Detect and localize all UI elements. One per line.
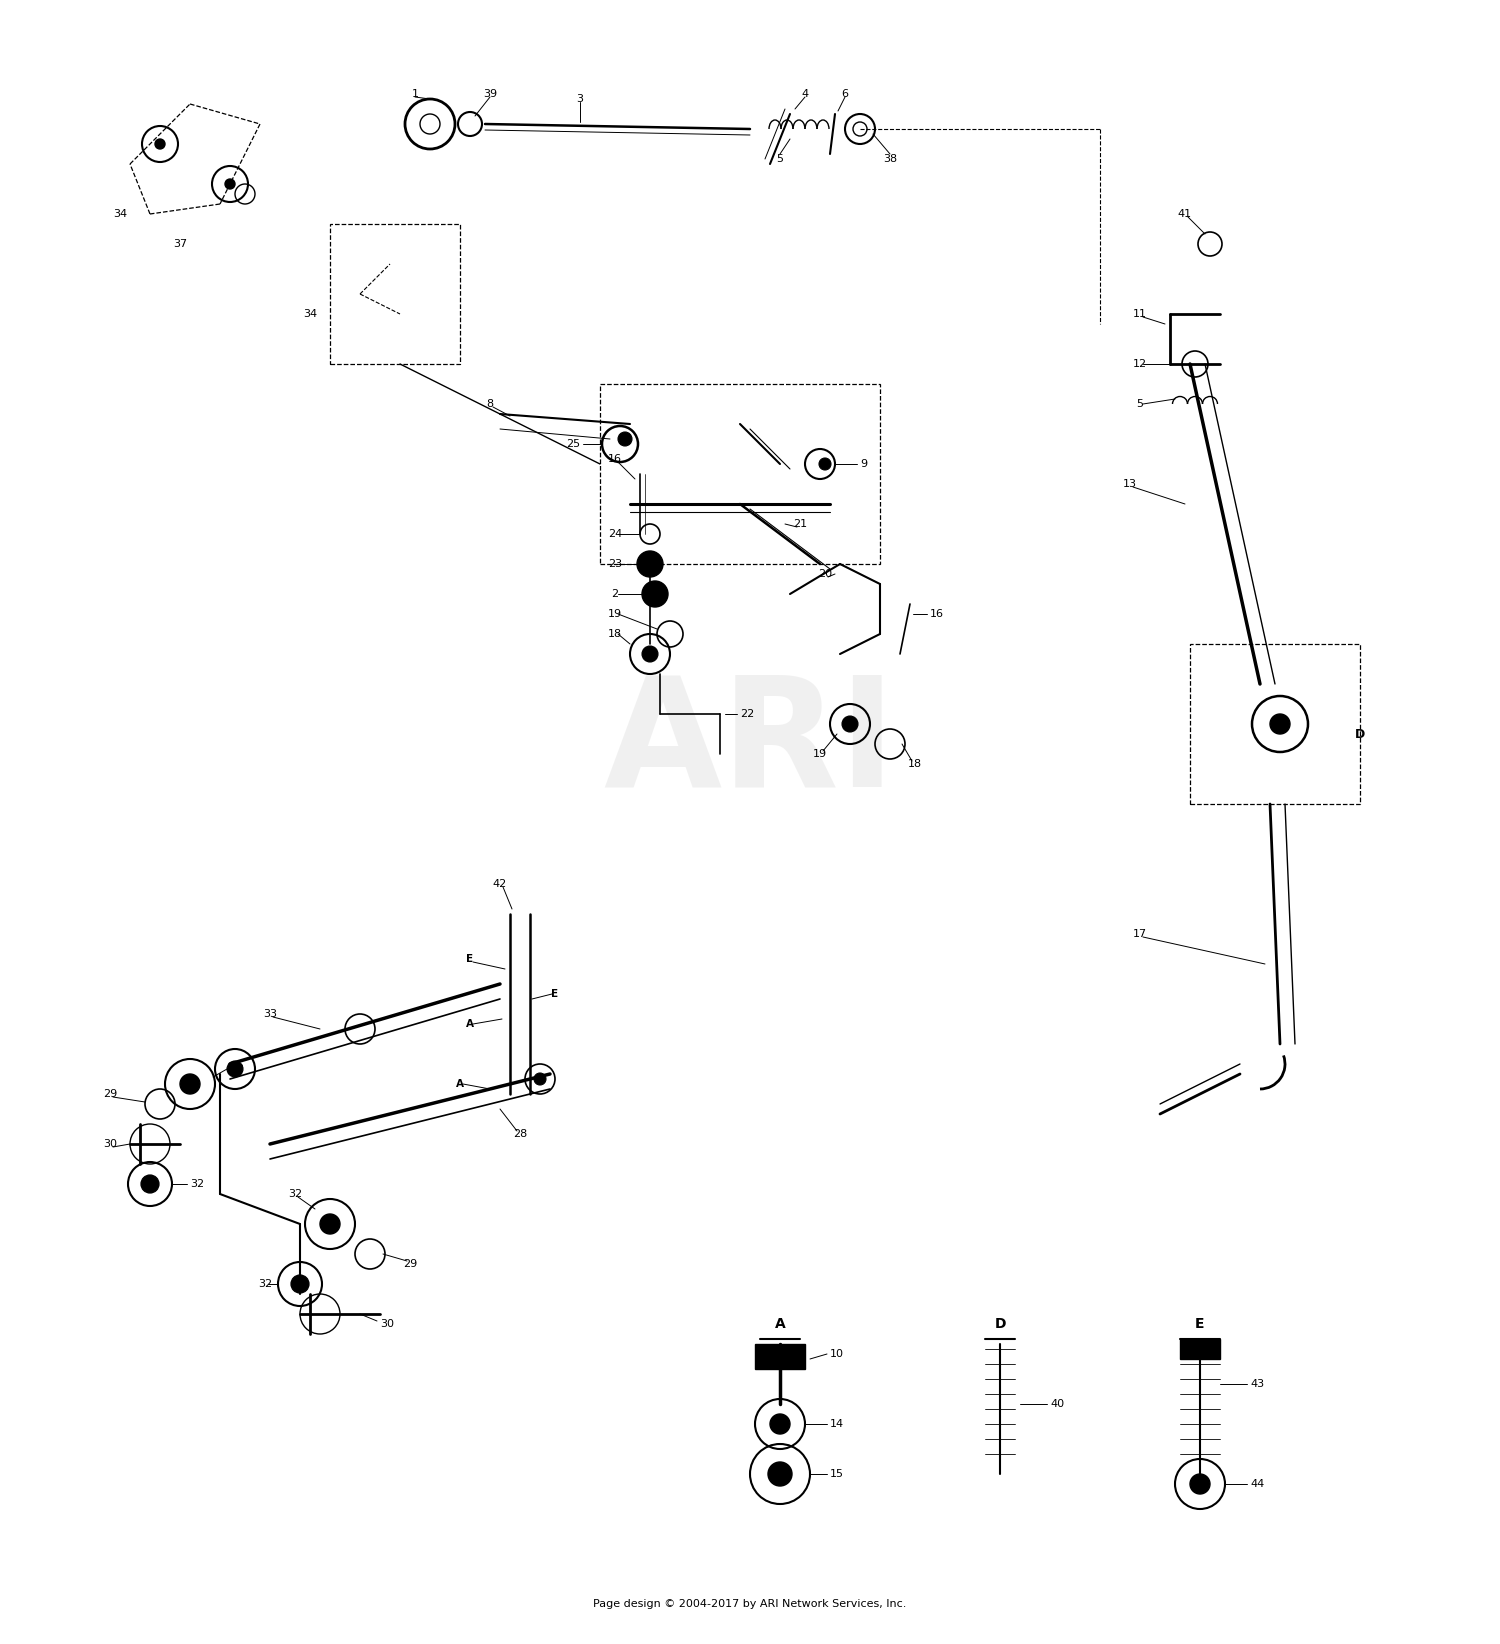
Circle shape <box>180 1074 200 1093</box>
Text: 16: 16 <box>608 454 622 464</box>
Text: 43: 43 <box>1250 1379 1264 1389</box>
Text: 17: 17 <box>1132 929 1148 939</box>
Text: 22: 22 <box>740 709 754 718</box>
Text: 1: 1 <box>411 89 419 99</box>
Text: A: A <box>456 1078 464 1088</box>
Text: 19: 19 <box>813 750 826 760</box>
Text: 6: 6 <box>842 89 849 99</box>
Text: 32: 32 <box>288 1189 302 1198</box>
Text: 13: 13 <box>1124 478 1137 488</box>
Circle shape <box>770 1414 790 1434</box>
Text: 9: 9 <box>859 459 867 469</box>
Text: 16: 16 <box>930 608 944 620</box>
Text: 24: 24 <box>608 529 622 539</box>
Text: 33: 33 <box>262 1009 278 1019</box>
Text: 8: 8 <box>486 399 494 409</box>
Text: E: E <box>466 954 474 963</box>
Text: 30: 30 <box>380 1318 394 1328</box>
Circle shape <box>642 580 668 607</box>
Circle shape <box>638 551 663 577</box>
Text: 29: 29 <box>104 1088 117 1098</box>
Circle shape <box>618 432 632 446</box>
Text: 23: 23 <box>608 559 622 569</box>
Text: D: D <box>994 1317 1005 1332</box>
Circle shape <box>291 1276 309 1292</box>
Text: 39: 39 <box>483 89 496 99</box>
Bar <box>754 1345 806 1369</box>
Text: 32: 32 <box>230 1064 244 1074</box>
Text: Page design © 2004-2017 by ARI Network Services, Inc.: Page design © 2004-2017 by ARI Network S… <box>594 1600 906 1609</box>
Circle shape <box>1270 713 1290 733</box>
Text: 4: 4 <box>801 89 808 99</box>
Text: 18: 18 <box>908 760 922 769</box>
Text: 32: 32 <box>258 1279 272 1289</box>
Text: 18: 18 <box>608 630 622 640</box>
Circle shape <box>226 1060 243 1077</box>
Text: 34: 34 <box>303 309 316 319</box>
Circle shape <box>225 179 236 189</box>
Circle shape <box>534 1074 546 1085</box>
Circle shape <box>141 1175 159 1194</box>
Bar <box>1180 1338 1219 1360</box>
Text: 14: 14 <box>830 1419 844 1429</box>
Text: 21: 21 <box>794 520 807 529</box>
Text: 5: 5 <box>777 155 783 164</box>
Bar <box>1190 644 1360 804</box>
Circle shape <box>642 646 658 663</box>
Text: 3: 3 <box>576 94 584 104</box>
Text: 28: 28 <box>513 1129 526 1139</box>
Bar <box>330 224 460 363</box>
Text: 20: 20 <box>818 569 833 579</box>
Circle shape <box>154 140 165 150</box>
Text: 34: 34 <box>112 209 128 219</box>
Text: 40: 40 <box>1050 1399 1064 1409</box>
Text: D: D <box>1354 728 1365 740</box>
Text: ARI: ARI <box>603 669 897 819</box>
Text: A: A <box>466 1019 474 1029</box>
Text: A: A <box>774 1317 786 1332</box>
Text: 10: 10 <box>830 1350 844 1360</box>
Text: 19: 19 <box>608 608 622 620</box>
Circle shape <box>320 1213 340 1235</box>
Text: E: E <box>552 990 558 1000</box>
Text: 5: 5 <box>1137 399 1143 409</box>
Text: 25: 25 <box>566 439 580 449</box>
Text: 41: 41 <box>1178 209 1192 219</box>
Text: 15: 15 <box>830 1470 844 1480</box>
Circle shape <box>1190 1475 1210 1494</box>
Text: 2: 2 <box>612 589 618 598</box>
Text: 38: 38 <box>884 155 897 164</box>
Text: 44: 44 <box>1250 1480 1264 1489</box>
Text: 32: 32 <box>190 1179 204 1189</box>
Text: 12: 12 <box>1132 358 1148 368</box>
Text: E: E <box>1196 1317 1204 1332</box>
Text: 29: 29 <box>404 1259 417 1269</box>
Text: 42: 42 <box>494 880 507 889</box>
Text: 11: 11 <box>1132 309 1148 319</box>
Text: 37: 37 <box>172 238 188 248</box>
Circle shape <box>768 1462 792 1486</box>
Circle shape <box>819 459 831 470</box>
Circle shape <box>842 717 858 732</box>
Text: 30: 30 <box>104 1139 117 1149</box>
Bar <box>600 385 880 564</box>
